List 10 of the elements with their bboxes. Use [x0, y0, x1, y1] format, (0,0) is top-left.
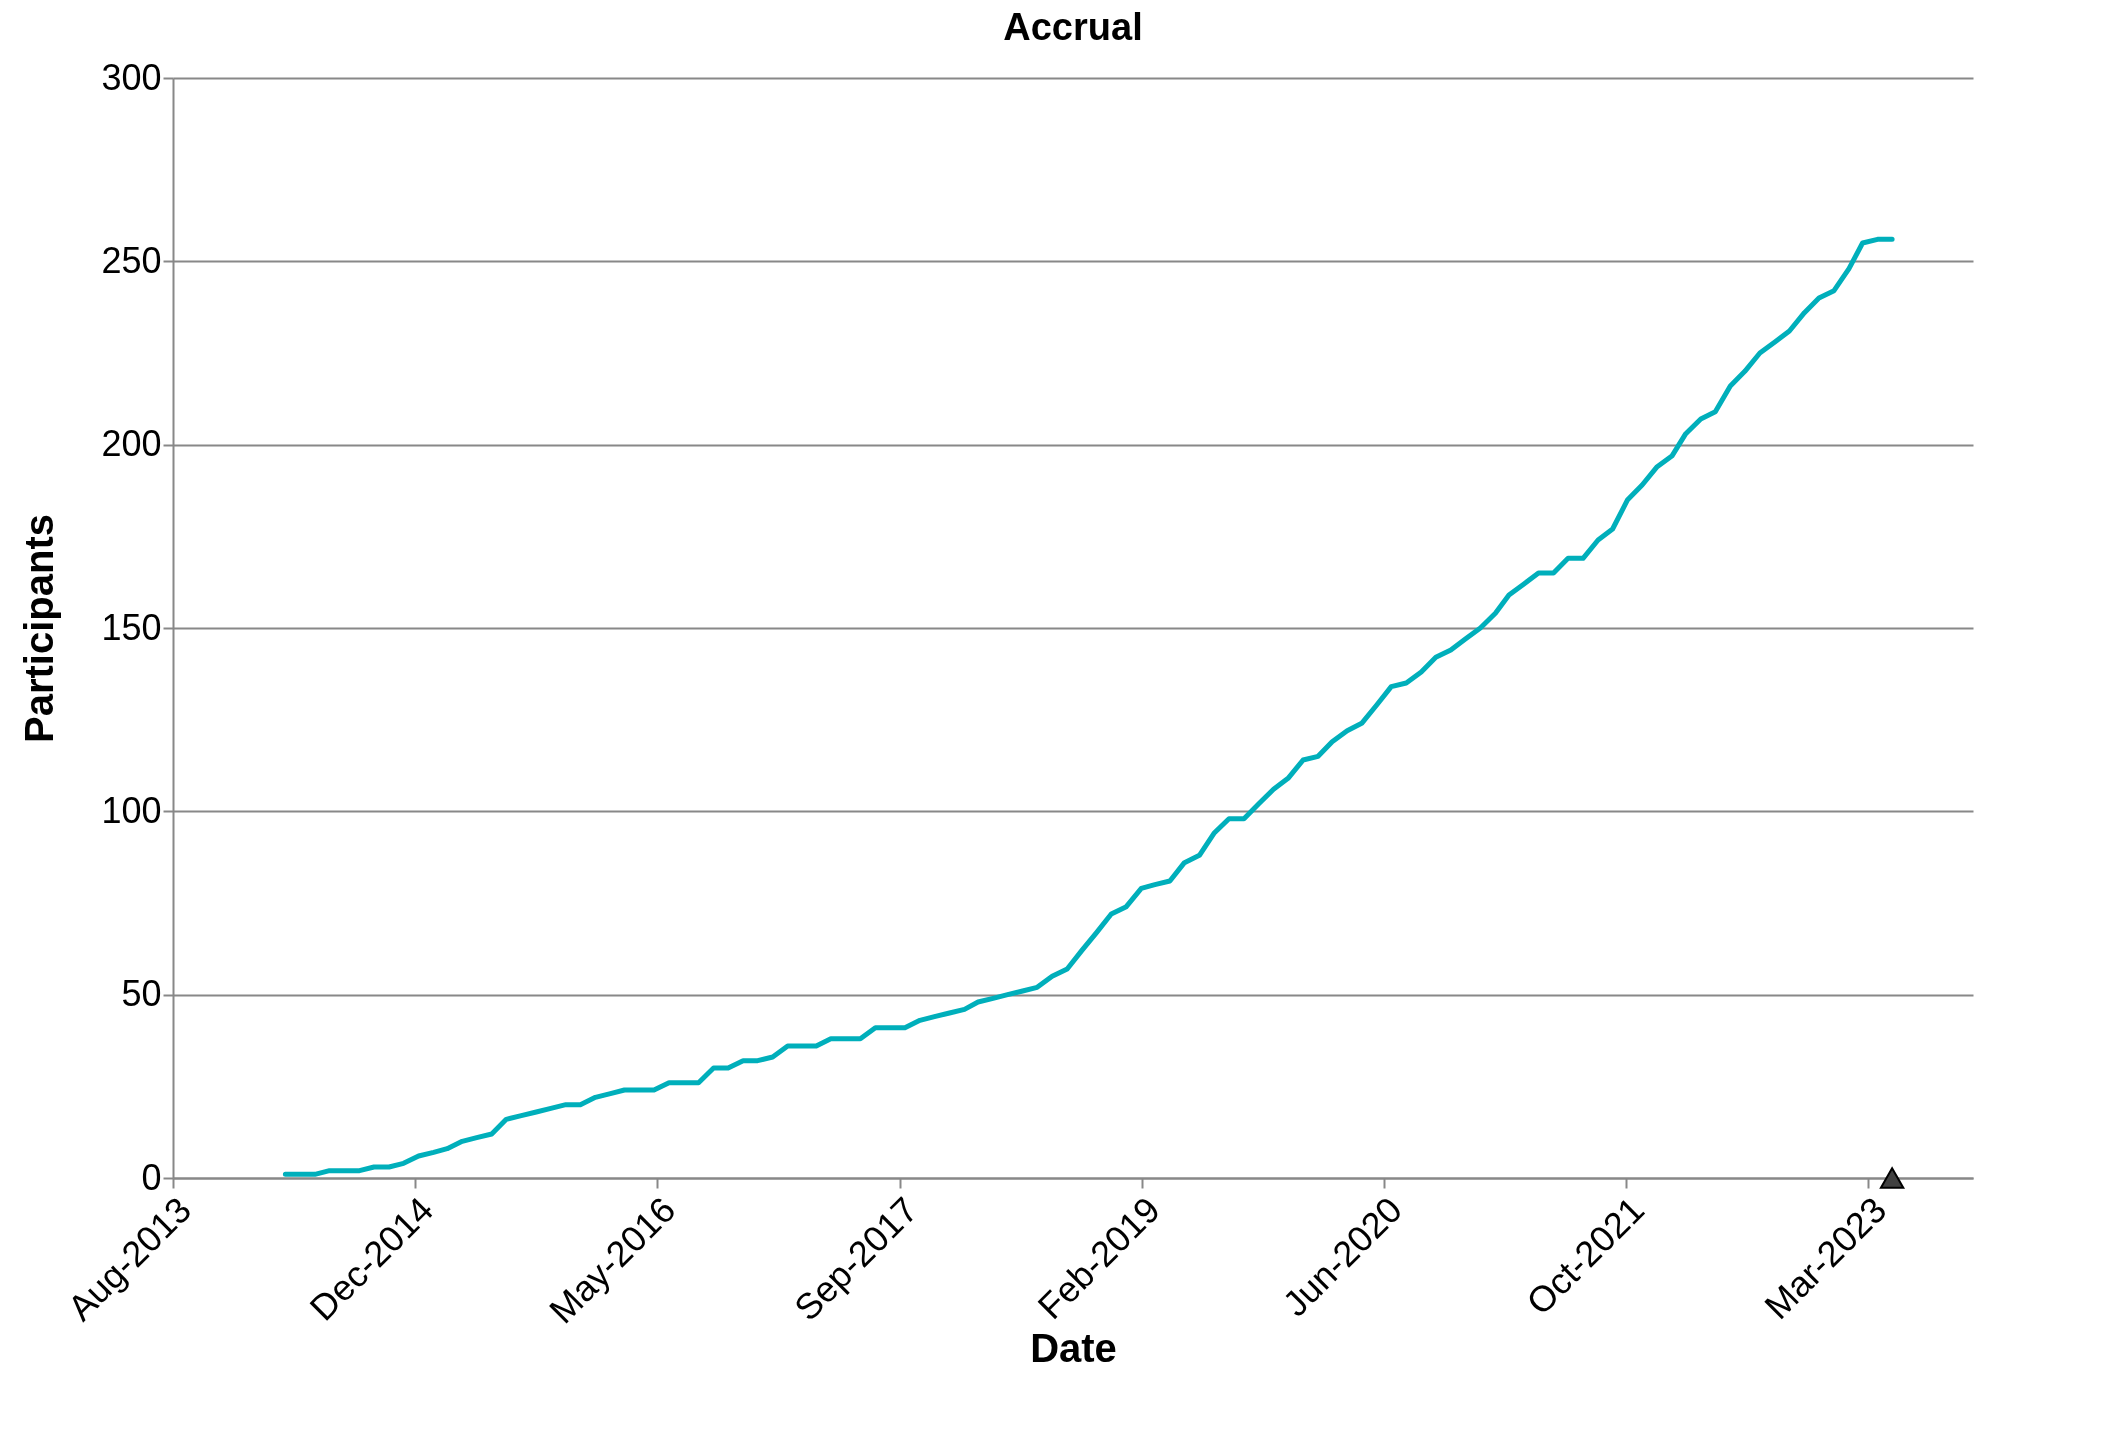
y-tick-label: 150	[101, 606, 162, 648]
x-axis-title: Date	[1030, 1326, 1117, 1371]
y-tick-label: 250	[101, 239, 162, 281]
y-tick-label: 50	[121, 973, 162, 1015]
y-tick-label: 300	[101, 56, 162, 98]
y-axis-title: Participants	[17, 514, 62, 743]
y-tick-label: 100	[101, 789, 162, 831]
y-tick-label: 0	[141, 1156, 162, 1198]
chart-title: Accrual	[1003, 6, 1143, 48]
y-tick-label: 200	[101, 423, 162, 465]
